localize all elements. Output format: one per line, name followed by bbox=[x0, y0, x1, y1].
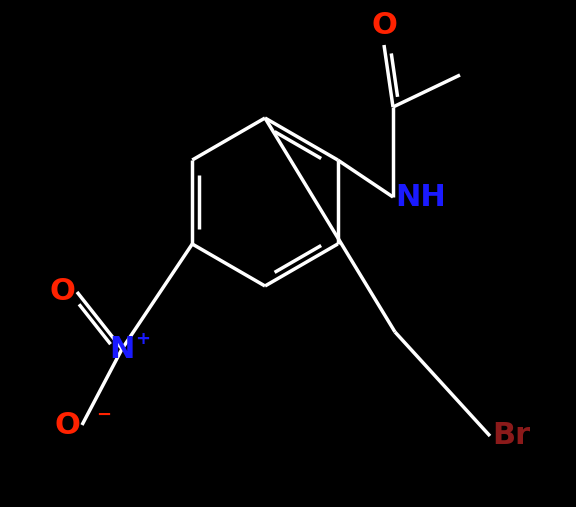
Text: −: − bbox=[96, 406, 111, 424]
Text: +: + bbox=[135, 330, 150, 348]
Text: N: N bbox=[109, 335, 135, 364]
Text: O: O bbox=[371, 11, 397, 40]
Text: O: O bbox=[54, 411, 80, 440]
Text: O: O bbox=[49, 277, 75, 307]
Text: Br: Br bbox=[492, 421, 530, 451]
Text: NH: NH bbox=[395, 183, 446, 211]
